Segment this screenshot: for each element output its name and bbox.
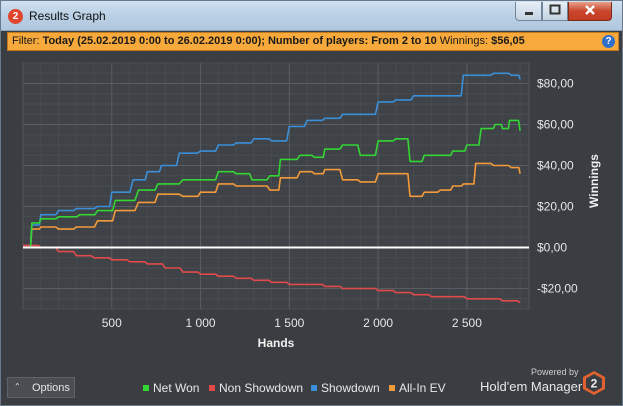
minimize-button[interactable]	[515, 2, 542, 21]
legend-label: Non Showdown	[219, 381, 304, 395]
series-line-net-won	[23, 119, 521, 249]
title-bar[interactable]: 2 Results Graph	[1, 1, 622, 31]
close-icon	[585, 5, 595, 15]
filter-prefix: Filter:	[12, 35, 40, 47]
maximize-button[interactable]	[542, 2, 568, 21]
chevron-up-icon: ⌃	[14, 382, 21, 391]
powered-by-text: Powered by	[531, 367, 579, 377]
y-tick-label: $60,00	[537, 118, 574, 132]
legend-label: Net Won	[153, 381, 200, 395]
chart-svg: $80,00 $60,00 $40,00 $20,00 $0,00 -$20,00 500 1…	[22, 62, 601, 350]
footer-bar: ⌃ Options Net Won Non Showdown Showdown …	[1, 367, 622, 405]
y-tick-label: $40,00	[537, 159, 574, 173]
options-label: Options	[32, 382, 70, 394]
legend-item-net-won: Net Won	[143, 381, 199, 395]
winnings-label: Winnings:	[439, 35, 489, 47]
filter-bar: Filter: Today (25.02.2019 0:00 to 26.02.…	[7, 32, 619, 51]
legend-swatch	[209, 385, 215, 391]
brand-name: Hold'em Manager	[480, 379, 583, 394]
filter-summary: Filter: Today (25.02.2019 0:00 to 26.02.…	[12, 35, 525, 47]
x-tick-label: 2 500	[452, 316, 482, 330]
legend-swatch	[311, 385, 317, 391]
filter-criteria: Today (25.02.2019 0:00 to 26.02.2019 0:0…	[42, 35, 437, 47]
legend-item-showdown: Showdown	[311, 381, 380, 395]
legend-label: Showdown	[321, 381, 380, 395]
x-tick-label: 1 500	[274, 316, 304, 330]
minimize-icon	[524, 12, 533, 15]
legend-item-all-in-ev: All-In EV	[389, 381, 446, 395]
window-title: Results Graph	[29, 9, 106, 23]
holdem-manager-logo-icon: 2	[583, 371, 605, 395]
x-axis-label: Hands	[258, 336, 295, 350]
legend-item-non-showdown: Non Showdown	[209, 381, 303, 395]
brand-logo-text: 2	[591, 377, 598, 391]
maximize-icon	[549, 4, 561, 15]
legend-swatch	[143, 385, 149, 391]
app-icon: 2	[8, 9, 23, 24]
y-tick-label: -$20,00	[537, 282, 578, 296]
legend-label: All-In EV	[399, 381, 446, 395]
y-tick-label: $20,00	[537, 200, 574, 214]
x-tick-label: 2 000	[363, 316, 393, 330]
x-tick-label: 500	[102, 316, 122, 330]
series-line-non-showdown	[23, 244, 521, 304]
y-tick-label: $80,00	[537, 77, 574, 91]
close-button[interactable]	[568, 2, 612, 21]
series-line-all-in-ev	[23, 162, 521, 249]
x-tick-label: 1 000	[186, 316, 216, 330]
legend-swatch	[389, 385, 395, 391]
options-button[interactable]: ⌃ Options	[7, 377, 75, 398]
y-axis-label: Winnings	[587, 154, 601, 208]
y-tick-label: $0,00	[537, 241, 567, 255]
series-line-showdown	[23, 72, 521, 249]
winnings-value: $56,05	[491, 35, 525, 47]
results-chart: $80,00 $60,00 $40,00 $20,00 $0,00 -$20,00 500 1…	[1, 53, 622, 373]
help-icon[interactable]: ?	[602, 35, 615, 48]
